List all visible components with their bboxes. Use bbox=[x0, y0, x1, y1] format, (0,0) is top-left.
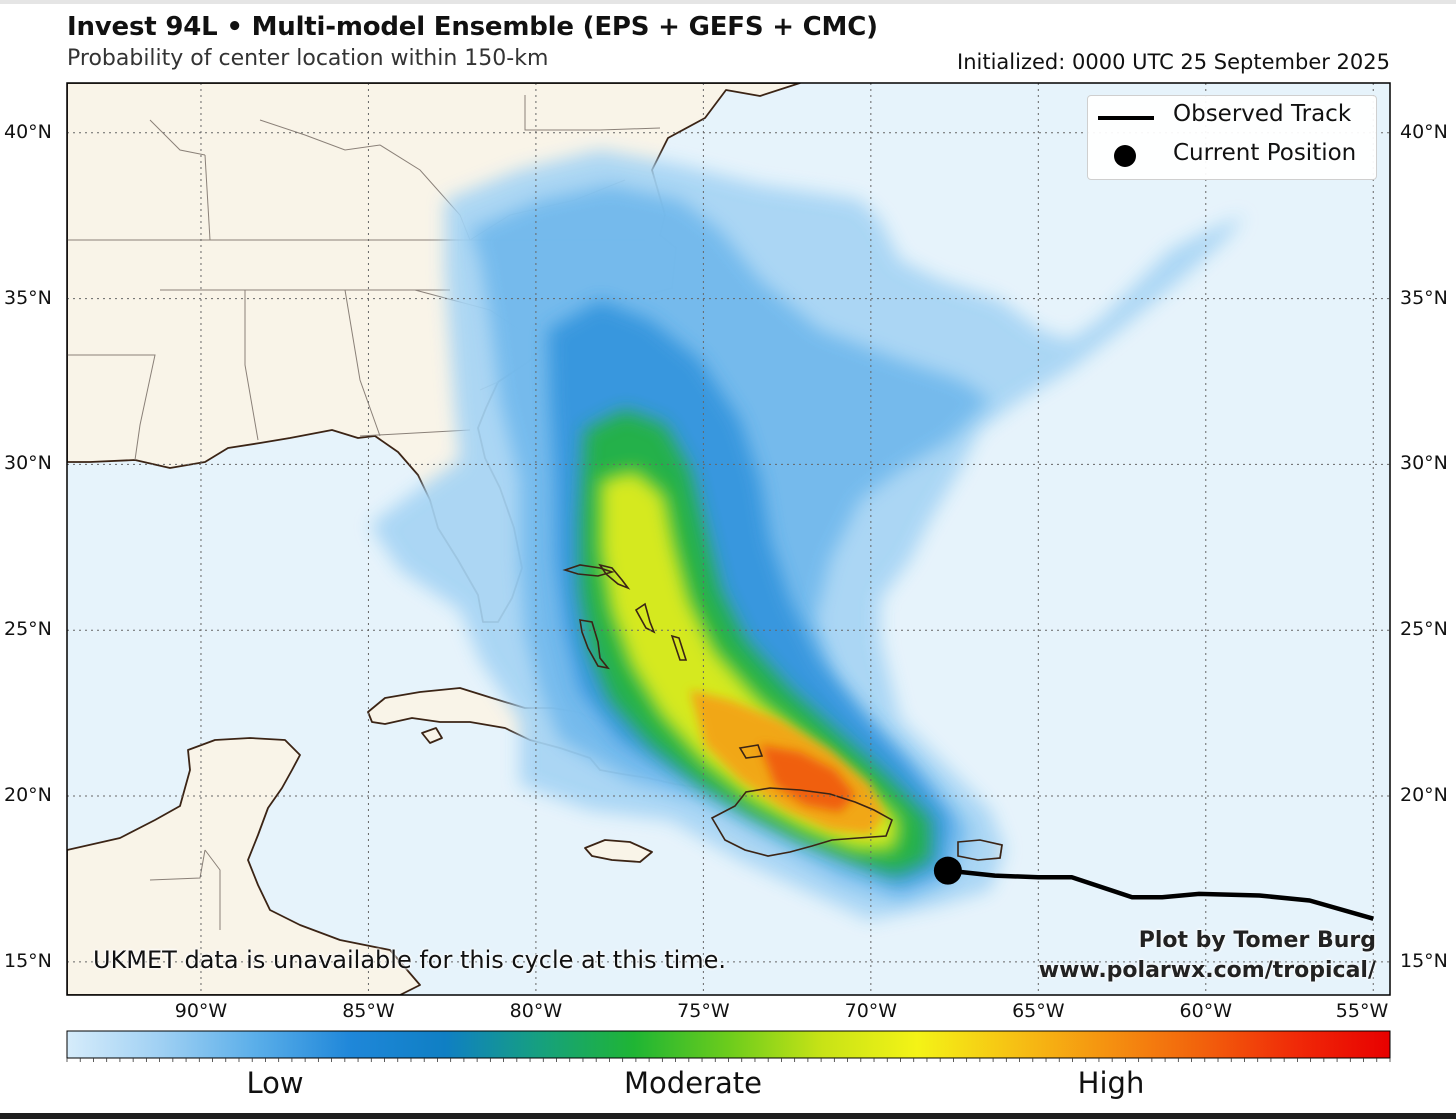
current-position-swatch bbox=[1114, 145, 1136, 167]
colorbar-label-high: High bbox=[1077, 1066, 1145, 1100]
lat-label-left-5: 15°N bbox=[4, 949, 52, 972]
current-position-marker bbox=[933, 856, 962, 885]
lon-label-0: 90°W bbox=[174, 1000, 228, 1022]
lat-label-left-1: 35°N bbox=[4, 286, 52, 309]
map-frame bbox=[66, 82, 1391, 996]
lat-label-right-4: 20°N bbox=[1400, 784, 1448, 807]
lat-label-right-3: 25°N bbox=[1400, 618, 1448, 641]
initialized-time: Initialized: 0000 UTC 25 September 2025 bbox=[957, 50, 1390, 74]
lat-label-left-4: 20°N bbox=[4, 784, 52, 807]
lon-label-1: 85°W bbox=[342, 1000, 395, 1022]
credit-url: www.polarwx.com/tropical/ bbox=[1038, 958, 1376, 983]
lon-label-2: 80°W bbox=[509, 1000, 563, 1022]
chart-subtitle: Probability of center location within 15… bbox=[67, 46, 549, 71]
lon-label-6: 60°W bbox=[1179, 1000, 1233, 1022]
lon-label-4: 70°W bbox=[844, 1000, 898, 1022]
colorbar-label-moderate: Moderate bbox=[624, 1066, 762, 1100]
isle-of-youth-land bbox=[421, 727, 443, 744]
legend-observed-track-label: Observed Track bbox=[1173, 101, 1352, 127]
probability-plume bbox=[370, 150, 1245, 920]
legend-current-position-label: Current Position bbox=[1173, 140, 1357, 166]
lat-label-right-0: 40°N bbox=[1400, 120, 1448, 143]
ukmet-note: UKMET data is unavailable for this cycle… bbox=[93, 946, 727, 974]
observed-track-line bbox=[947, 868, 1374, 921]
top-rule bbox=[0, 0, 1456, 4]
credit-author: Plot by Tomer Burg bbox=[1138, 928, 1376, 953]
colorbar-gradient bbox=[66, 1030, 1391, 1059]
lon-label-7: 55°W bbox=[1335, 1000, 1389, 1022]
lat-label-left-3: 25°N bbox=[4, 618, 52, 641]
observed-track-layer bbox=[933, 856, 1374, 921]
observed-track-swatch bbox=[1098, 116, 1154, 120]
jamaica-land bbox=[584, 839, 653, 863]
chart-title: Invest 94L • Multi-model Ensemble (EPS +… bbox=[67, 12, 878, 42]
yucatan-central-america-land bbox=[67, 737, 421, 995]
gridlines bbox=[67, 83, 1390, 995]
colorbar-label-low: Low bbox=[246, 1066, 304, 1100]
lat-label-right-5: 15°N bbox=[1400, 949, 1448, 972]
coast-overlay bbox=[562, 563, 1003, 861]
lat-label-right-2: 30°N bbox=[1400, 452, 1448, 475]
lon-label-3: 75°W bbox=[677, 1000, 730, 1022]
plume-red-core bbox=[760, 745, 855, 812]
colorbar bbox=[66, 1030, 1391, 1062]
bottom-rule bbox=[0, 1113, 1456, 1119]
lat-label-left-2: 30°N bbox=[4, 452, 52, 475]
lat-label-right-1: 35°N bbox=[1400, 286, 1448, 309]
lon-label-5: 65°W bbox=[1012, 1000, 1065, 1022]
lat-label-left-0: 40°N bbox=[4, 120, 52, 143]
map-legend: Observed Track Current Position bbox=[1087, 95, 1377, 180]
